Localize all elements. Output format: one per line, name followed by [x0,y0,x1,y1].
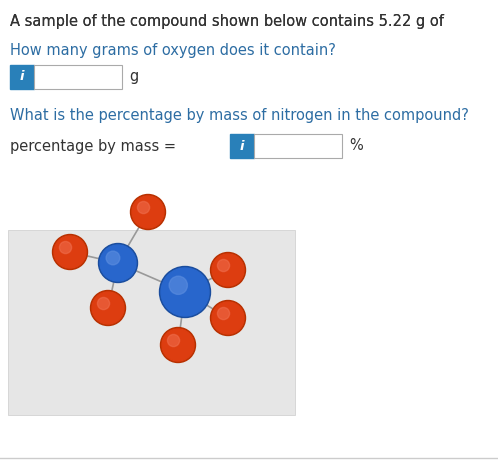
Circle shape [218,259,230,271]
Circle shape [160,328,196,363]
Circle shape [161,268,209,316]
Circle shape [159,266,211,317]
Circle shape [92,292,124,324]
Circle shape [54,236,86,268]
Text: A sample of the compound shown below contains 5.22 g of: A sample of the compound shown below con… [10,14,449,29]
Text: i: i [20,71,24,83]
Circle shape [137,201,149,213]
FancyBboxPatch shape [10,65,34,89]
Circle shape [91,291,125,326]
Circle shape [59,241,72,254]
Circle shape [218,307,230,320]
FancyBboxPatch shape [8,230,295,415]
Circle shape [212,302,244,334]
Circle shape [169,276,187,294]
Text: %: % [349,139,363,154]
Circle shape [132,196,164,228]
Circle shape [212,254,244,286]
Text: What is the percentage by mass of nitrogen in the compound?: What is the percentage by mass of nitrog… [10,108,469,123]
Circle shape [167,335,180,347]
Text: i: i [240,139,245,153]
Text: How many grams of oxygen does it contain?: How many grams of oxygen does it contain… [10,43,336,58]
Circle shape [98,298,110,310]
Circle shape [162,329,194,361]
Text: g: g [129,70,138,85]
FancyBboxPatch shape [34,65,122,89]
Circle shape [211,300,246,336]
Circle shape [211,253,246,287]
Circle shape [52,234,88,270]
Text: percentage by mass =: percentage by mass = [10,139,181,154]
Circle shape [100,245,136,281]
FancyBboxPatch shape [230,134,254,158]
Circle shape [99,243,137,283]
FancyBboxPatch shape [254,134,342,158]
Circle shape [130,195,165,229]
Text: A sample of the compound shown below contains 5.22 g of: A sample of the compound shown below con… [10,14,449,29]
Circle shape [106,251,120,265]
